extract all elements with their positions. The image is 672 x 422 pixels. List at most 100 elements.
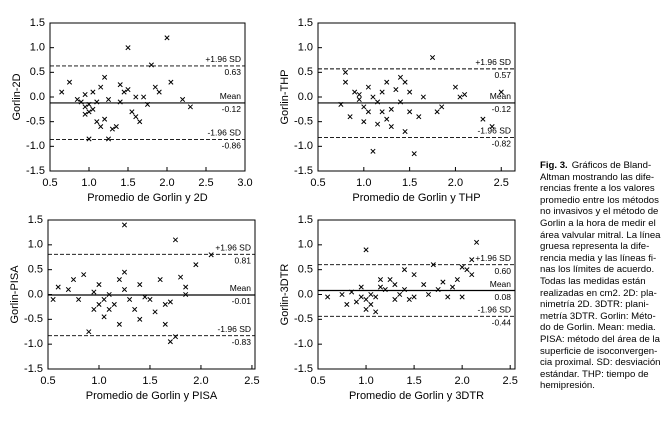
y-tick-label: 1.0	[30, 42, 45, 54]
point	[384, 116, 390, 122]
point	[65, 286, 71, 293]
x-tick-label: 1.5	[402, 177, 417, 189]
point	[59, 89, 65, 95]
y-tick-label: 1.0	[28, 239, 43, 251]
point	[342, 79, 349, 85]
caption-text: hemipresión.	[540, 380, 595, 392]
x-tick-label: 0.5	[42, 177, 57, 189]
point	[121, 286, 128, 293]
caption-line: do de Gorlin. Mean: media.	[540, 322, 668, 334]
point	[440, 279, 446, 285]
y-tick-label: 1.5	[28, 214, 43, 226]
point	[70, 277, 77, 283]
caption-line: gruesa representa la dife-	[540, 241, 668, 253]
point	[397, 291, 403, 298]
caption-line: Altman mostrando las dife-	[540, 172, 668, 184]
point	[172, 237, 179, 243]
point	[407, 89, 413, 95]
x-axis-label: Promedio de Gorlin y PISA	[86, 390, 218, 402]
point	[358, 294, 364, 300]
reference-name: Mean	[230, 283, 252, 293]
caption-text: metría 3DTR. Gorlin: Méto-	[540, 310, 656, 322]
point	[106, 291, 112, 298]
caption-text: Gráficos de Bland-	[571, 160, 652, 171]
y-tick-label: 0.0	[28, 288, 43, 300]
caption-text: Altman mostrando las dife-	[540, 171, 655, 183]
point	[411, 294, 417, 300]
point	[183, 284, 189, 290]
point	[81, 272, 87, 278]
reference-value: 0.57	[494, 70, 511, 80]
point	[187, 104, 193, 110]
point	[113, 124, 119, 130]
reference-name: -1.96 SD	[217, 324, 251, 334]
point	[342, 69, 349, 75]
point	[407, 109, 413, 115]
point	[172, 334, 179, 340]
y-tick-label: -0.5	[24, 313, 43, 325]
point	[402, 128, 408, 135]
x-axis-label: Promedio de Gorlin y 3DTR	[349, 390, 484, 402]
charts: 0.5 1.0 1.5 2.0 2.5 3.0 -1.5 -1.0 -0.5 0.0 0.5 1.0 1…	[9, 17, 518, 402]
point	[117, 82, 123, 88]
point	[338, 101, 344, 107]
point	[82, 111, 88, 117]
x-tick-label: 1.5	[142, 375, 157, 387]
point	[356, 91, 362, 98]
caption-line: estándar. THP: tiempo de	[540, 369, 668, 381]
point	[148, 62, 154, 68]
y-tick-label: -1.0	[26, 140, 45, 152]
point	[379, 109, 385, 115]
point	[101, 314, 107, 320]
point	[469, 272, 475, 278]
point	[86, 109, 92, 115]
caption-text: realizadas en cm2. 2D: pla-	[540, 287, 657, 299]
point	[349, 289, 355, 295]
reference-name: +1.96 SD	[205, 54, 241, 64]
reference-value: -0.44	[492, 318, 512, 328]
point	[384, 79, 390, 85]
y-tick-label: 0.5	[298, 264, 313, 276]
caption-text: Gorlin a la hora de medir el	[540, 217, 656, 229]
caption-line: superficie de isoconvergen-	[540, 346, 668, 358]
caption-line: cia proximal. SD: desviación	[540, 357, 668, 369]
point	[183, 291, 189, 298]
point	[393, 87, 399, 93]
point	[94, 99, 100, 105]
point	[162, 321, 168, 327]
point	[462, 91, 468, 98]
point	[106, 306, 112, 312]
y-tick-label: 0.0	[298, 91, 313, 103]
point	[116, 321, 122, 327]
point	[82, 104, 88, 110]
point	[365, 109, 371, 115]
y-tick-label: -1.5	[26, 165, 45, 177]
caption-line: nas los límites de acuerdo.	[540, 264, 668, 276]
caption-text: Todas las medidas están	[540, 275, 646, 287]
x-tick-label: 2.5	[244, 375, 259, 387]
caption-line: no invasivos y el método de	[540, 206, 668, 218]
point	[377, 277, 384, 283]
caption-text: PISA: método del área de la	[540, 333, 660, 345]
point	[454, 277, 460, 283]
x-tick-label: 1.5	[120, 177, 135, 189]
reference-value: 0.63	[224, 67, 241, 77]
point	[457, 94, 463, 100]
x-tick-label: 1.0	[358, 375, 373, 387]
x-axis-label: Promedio de Gorlin y 2D	[87, 192, 207, 204]
y-tick-label: 1.0	[298, 239, 313, 251]
point	[137, 119, 143, 125]
x-tick-label: 2.0	[448, 177, 463, 189]
y-axis-label: Gorlin-3DTR	[279, 264, 291, 326]
reference-value: -0.01	[232, 296, 252, 306]
caption-text: área valvular mitral. La línea	[540, 229, 661, 241]
x-tick-label: 1.0	[356, 177, 371, 189]
point	[121, 89, 127, 95]
point	[397, 74, 404, 80]
x-tick-label: 0.5	[310, 375, 325, 387]
point	[373, 309, 379, 315]
point	[178, 274, 184, 280]
point	[392, 282, 398, 288]
caption-text: nimetría 2D. 3DTR: plani-	[540, 299, 649, 311]
point	[420, 94, 426, 100]
